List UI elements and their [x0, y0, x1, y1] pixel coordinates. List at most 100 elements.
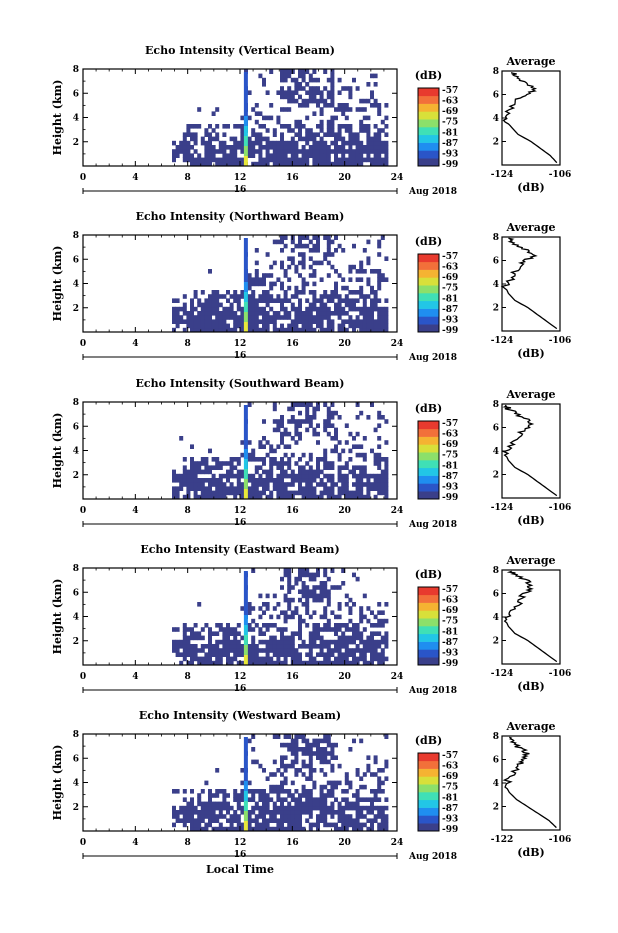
- heatmap-cell: [312, 768, 317, 773]
- heatmap-cell: [359, 327, 364, 333]
- colorbar-tick-label: -69: [442, 606, 458, 616]
- heatmap-cell: [294, 419, 299, 424]
- heatmap-cell: [254, 648, 259, 653]
- heatmap-cell: [236, 652, 241, 657]
- heatmap-cell: [377, 826, 382, 832]
- heatmap-cell: [305, 427, 310, 433]
- heatmap-cell: [186, 818, 191, 823]
- heatmap-cell: [308, 593, 313, 599]
- heatmap-cell: [298, 814, 302, 819]
- heatmap-cell: [312, 610, 317, 615]
- heatmap-cell: [319, 315, 324, 320]
- heatmap-cell: [272, 644, 277, 649]
- heatmap-cell: [251, 277, 256, 282]
- heatmap-cell: [258, 136, 263, 142]
- heatmap-cell: [247, 627, 252, 632]
- heatmap-cell: [341, 490, 346, 496]
- heatmap-cell: [229, 822, 234, 828]
- heatmap-cell: [172, 648, 176, 653]
- heatmap-cell: [226, 793, 230, 798]
- heatmap-cell: [208, 294, 212, 299]
- heatmap-cell: [208, 656, 212, 662]
- heatmap-cell: [344, 149, 349, 154]
- heatmap-cell: [272, 826, 277, 832]
- heatmap-cell: [319, 747, 324, 752]
- y-tick-label: 6: [73, 89, 79, 99]
- heatmap-cell: [229, 826, 234, 832]
- heatmap-cell: [323, 252, 328, 257]
- heatmap-cell: [298, 319, 302, 324]
- heatmap-cell: [308, 239, 313, 245]
- heatmap-cell: [190, 822, 194, 828]
- heatmap-cell: [287, 107, 292, 112]
- heatmap-cell: [384, 256, 389, 261]
- heatmap-cell: [359, 145, 364, 150]
- heatmap-cell: [359, 140, 364, 146]
- heatmap-cell: [344, 652, 349, 657]
- heatmap-cell: [265, 473, 270, 479]
- heatmap-cell: [280, 124, 284, 129]
- heatmap-cell: [222, 486, 227, 491]
- heatmap-cell: [204, 660, 209, 666]
- heatmap-cell: [197, 465, 202, 470]
- heatmap-cell: [323, 639, 328, 645]
- heatmap-cell: [182, 319, 187, 324]
- heatmap-cell: [254, 822, 259, 828]
- heatmap-cell: [344, 302, 349, 308]
- heatmap-cell: [348, 149, 353, 154]
- heatmap-cell: [377, 277, 382, 282]
- heatmap-cell: [283, 486, 288, 491]
- heatmap-cell: [265, 469, 270, 475]
- heatmap-cell: [215, 149, 220, 154]
- heatmap-cell: [197, 157, 202, 163]
- heatmap-cell: [337, 805, 342, 811]
- heatmap-cell: [229, 136, 234, 142]
- heatmap-cell: [326, 589, 331, 594]
- heatmap-cell: [193, 652, 198, 657]
- heatmap-cell: [312, 94, 317, 100]
- heatmap-cell: [377, 315, 382, 320]
- heatmap-cell: [204, 822, 209, 828]
- heatmap-cell: [193, 294, 198, 299]
- heatmap-cell: [370, 319, 374, 324]
- heatmap-cell: [384, 482, 389, 487]
- heatmap-cell: [323, 290, 328, 295]
- heatmap-cell: [211, 631, 216, 636]
- heatmap-cell: [323, 103, 328, 108]
- heatmap-cell: [269, 478, 274, 483]
- heatmap-cell: [172, 494, 176, 500]
- heatmap-cell: [337, 652, 342, 657]
- heatmap-cell: [316, 747, 320, 752]
- heatmap-cell: [337, 627, 342, 632]
- x-tick-label: 0: [80, 339, 86, 349]
- heatmap-cell: [348, 822, 353, 828]
- colorbar-tick-label: -69: [442, 107, 458, 117]
- heatmap-cell: [352, 822, 356, 828]
- heatmap-cell: [287, 581, 292, 586]
- heatmap-cell: [373, 461, 378, 466]
- heatmap-cell: [280, 482, 284, 487]
- heatmap-cell: [204, 157, 209, 163]
- heatmap-cell: [366, 768, 371, 773]
- heatmap-cell: [298, 431, 302, 437]
- heatmap-cell: [283, 427, 288, 433]
- heatmap-cell: [283, 94, 288, 100]
- heatmap-cell: [200, 482, 205, 487]
- heatmap-cell: [197, 648, 202, 653]
- heatmap-cell: [236, 140, 241, 146]
- heatmap-cell: [384, 319, 389, 324]
- heatmap-cell: [301, 738, 306, 744]
- heatmap-cell: [182, 814, 187, 819]
- heatmap-cell: [269, 810, 274, 815]
- heatmap-cell: [312, 140, 317, 146]
- colorbar-unit-label: (dB): [415, 69, 442, 82]
- heatmap-cell: [319, 494, 324, 500]
- heatmap-cell: [316, 323, 320, 329]
- heatmap-cell: [258, 281, 263, 287]
- heatmap-cell: [384, 157, 389, 163]
- heatmap-cell: [247, 323, 252, 329]
- heatmap-cell: [334, 482, 338, 487]
- heatmap-cell: [240, 473, 245, 479]
- echo-column-segment: [243, 459, 248, 469]
- heatmap-cell: [190, 327, 194, 333]
